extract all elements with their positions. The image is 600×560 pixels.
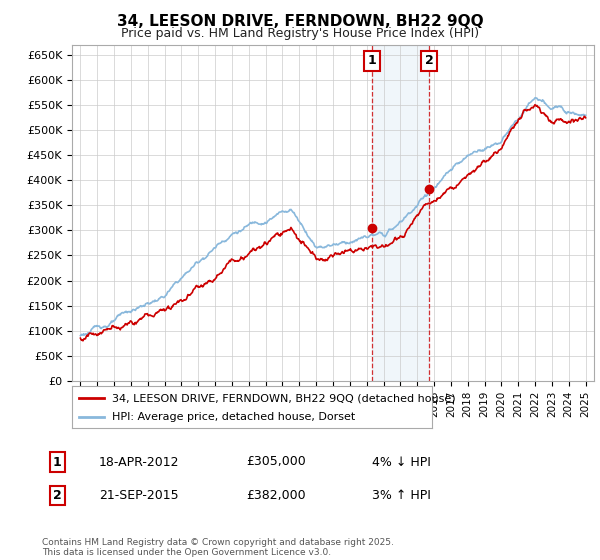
Text: 1: 1 [53,455,61,469]
Text: 34, LEESON DRIVE, FERNDOWN, BH22 9QQ (detached house): 34, LEESON DRIVE, FERNDOWN, BH22 9QQ (de… [112,393,455,403]
Text: 1: 1 [367,54,376,67]
Text: 2: 2 [425,54,434,67]
Text: £305,000: £305,000 [246,455,306,469]
Text: 18-APR-2012: 18-APR-2012 [99,455,179,469]
Text: 2: 2 [53,489,61,502]
Text: 34, LEESON DRIVE, FERNDOWN, BH22 9QQ: 34, LEESON DRIVE, FERNDOWN, BH22 9QQ [116,14,484,29]
Text: £382,000: £382,000 [246,489,305,502]
Bar [372,45,430,381]
Text: HPI: Average price, detached house, Dorset: HPI: Average price, detached house, Dors… [112,412,355,422]
Text: Price paid vs. HM Land Registry's House Price Index (HPI): Price paid vs. HM Land Registry's House … [121,27,479,40]
Text: 21-SEP-2015: 21-SEP-2015 [99,489,179,502]
Text: Contains HM Land Registry data © Crown copyright and database right 2025.
This d: Contains HM Land Registry data © Crown c… [42,538,394,557]
Text: 3% ↑ HPI: 3% ↑ HPI [372,489,431,502]
Text: 4% ↓ HPI: 4% ↓ HPI [372,455,431,469]
